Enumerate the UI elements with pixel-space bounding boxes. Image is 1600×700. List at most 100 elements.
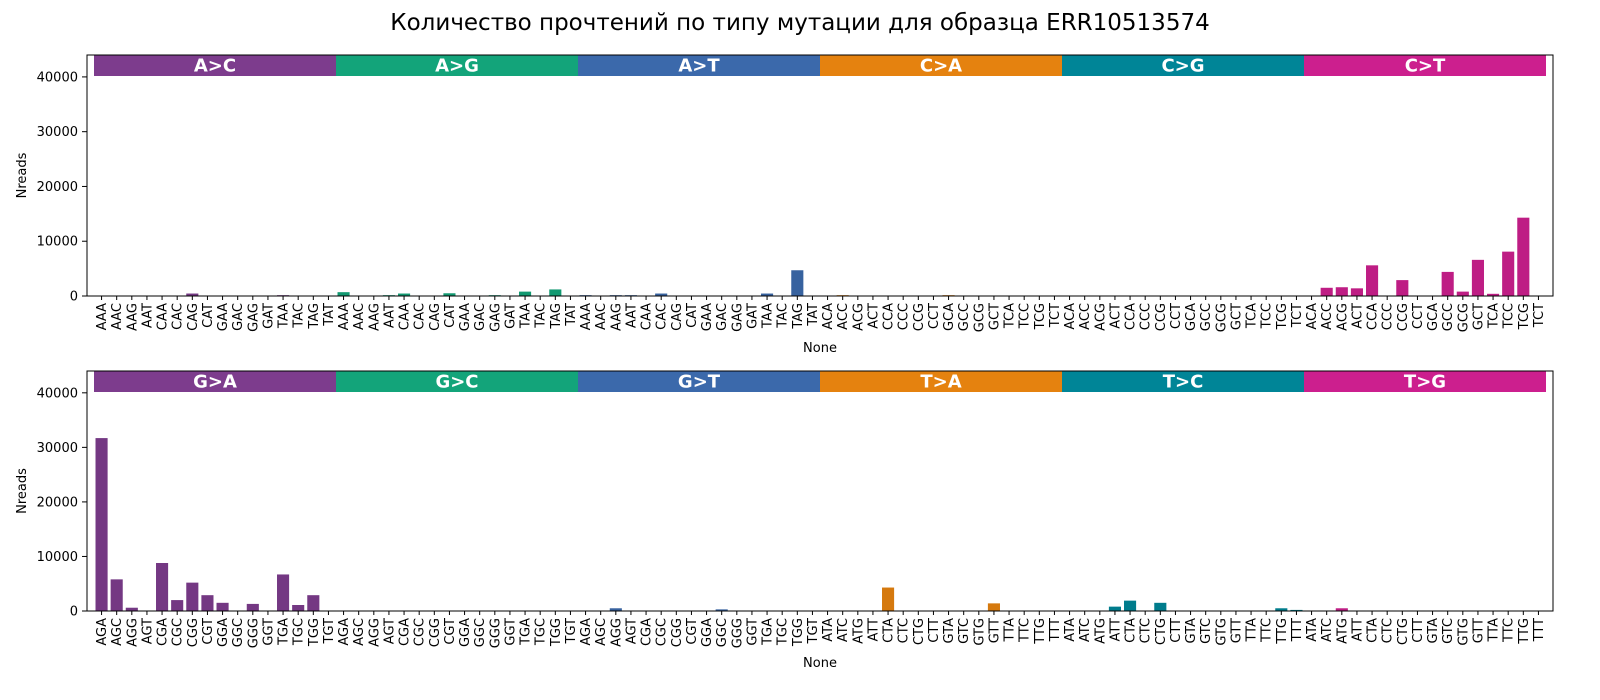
x-tick-label: AGC xyxy=(110,618,125,646)
x-tick-label: CAG xyxy=(670,303,685,331)
x-tick-label: AGC xyxy=(594,618,609,646)
x-tick-label: TCG xyxy=(1517,303,1532,330)
x-tick-label: GTC xyxy=(957,618,972,644)
bar xyxy=(549,289,562,296)
x-tick-label: ATT xyxy=(866,618,881,642)
x-tick-label: CAA xyxy=(640,303,655,330)
bar xyxy=(715,609,728,611)
x-tick-label: AGT xyxy=(382,618,397,644)
bar xyxy=(1335,608,1348,611)
x-tick-label: CCG xyxy=(912,303,927,331)
x-tick-label: TCA xyxy=(1487,303,1502,329)
group-header-band xyxy=(578,371,820,392)
x-tick-label: AAC xyxy=(352,303,367,330)
bar xyxy=(443,293,456,296)
group-header-label: G>C xyxy=(435,372,478,393)
x-tick-label: TGA xyxy=(761,618,776,646)
x-tick-label: TGT xyxy=(322,618,337,645)
x-tick-label: TGG xyxy=(791,618,806,647)
x-tick-label: CCG xyxy=(1396,303,1411,331)
x-tick-label: TGC xyxy=(534,618,549,646)
x-tick-label: GCC xyxy=(957,303,972,331)
group-header-label: A>C xyxy=(194,56,236,77)
group-header-label: T>C xyxy=(1163,372,1204,393)
x-tick-label: ATA xyxy=(1063,618,1078,642)
x-tick-label: GGG xyxy=(246,618,261,648)
x-tick-label: ATT xyxy=(1108,618,1123,642)
x-tick-label: AAG xyxy=(609,303,624,331)
x-tick-label: AGC xyxy=(352,618,367,646)
x-tick-label: ATC xyxy=(1078,618,1093,642)
bar xyxy=(292,605,305,611)
x-tick-label: TTA xyxy=(1487,618,1502,643)
x-tick-label: GCC xyxy=(1199,303,1214,331)
bar xyxy=(125,607,138,611)
bar xyxy=(337,292,350,296)
panel-1: 0 10000 20000 30000 40000 Nreads A>C A>G A>T C>A C… xyxy=(15,54,1554,356)
x-tick-label: CGA xyxy=(156,618,171,646)
x-tick-label: TGT xyxy=(564,618,579,645)
x-tick-label: ACC xyxy=(836,303,851,330)
group-header-label: A>T xyxy=(678,56,720,77)
x-tick-label: TTA xyxy=(1003,618,1018,643)
x-tick-label: CTA xyxy=(1366,618,1381,643)
x-tick-label: GTG xyxy=(1214,618,1229,646)
group-header-label: C>A xyxy=(920,56,962,77)
x-tick-label: CTT xyxy=(927,618,942,643)
x-tick-label: TAT xyxy=(564,303,579,327)
y-tick-label: 10000 xyxy=(37,235,78,250)
x-tick-label: ATG xyxy=(851,618,866,644)
group-header-label: A>G xyxy=(435,56,479,77)
bar xyxy=(110,579,123,611)
x-tick-label: CGT xyxy=(443,618,458,645)
x-tick-label: GTT xyxy=(1229,618,1244,643)
x-tick-label: TGT xyxy=(806,618,821,645)
x-tick-label: GGC xyxy=(231,618,246,647)
x-tick-label: CCA xyxy=(1366,303,1381,330)
x-tick-label: GGG xyxy=(488,618,503,648)
x-tick-label: CAC xyxy=(655,303,670,330)
x-tick-label: TAA xyxy=(519,303,534,329)
y-axis-label: Nreads xyxy=(15,468,30,514)
x-tick-label: TGC xyxy=(776,618,791,646)
bar xyxy=(1502,251,1515,296)
x-tick-label: TCG xyxy=(1033,303,1048,330)
x-tick-label: GAA xyxy=(700,303,715,331)
x-tick-label: CTC xyxy=(1381,618,1396,643)
x-tick-label: GAC xyxy=(231,303,246,331)
x-tick-label: AGA xyxy=(337,618,352,646)
x-tick-label: AGG xyxy=(367,618,382,647)
x-tick-label: CAA xyxy=(398,303,413,330)
x-tick-label: GGT xyxy=(745,618,760,646)
x-tick-label: ACG xyxy=(851,303,866,331)
x-tick-label: GTG xyxy=(1456,618,1471,646)
x-tick-label: ATG xyxy=(1093,618,1108,644)
group-header-band xyxy=(94,55,336,76)
y-tick-label: 20000 xyxy=(37,180,78,195)
x-tick-label: CTC xyxy=(897,618,912,643)
x-tick-label: TTT xyxy=(1532,618,1547,642)
x-tick-label: GTG xyxy=(972,618,987,646)
x-tick-label: GGA xyxy=(700,618,715,647)
x-tick-label: GGC xyxy=(715,618,730,647)
x-axis-label: None xyxy=(803,656,837,671)
x-tick-label: ACG xyxy=(1093,303,1108,331)
x-tick-label: CTA xyxy=(882,618,897,643)
x-tick-label: ATA xyxy=(821,618,836,642)
x-tick-label: ATA xyxy=(1305,618,1320,642)
x-tick-label: GAC xyxy=(715,303,730,331)
x-tick-label: AGA xyxy=(579,618,594,646)
x-tick-label: ATT xyxy=(1350,618,1365,642)
x-tick-label: CAG xyxy=(428,303,443,331)
bar xyxy=(398,293,411,296)
y-tick-label: 30000 xyxy=(37,441,78,456)
x-tick-label: ACC xyxy=(1320,303,1335,330)
y-tick-label: 40000 xyxy=(37,70,78,85)
x-tick-label: CCC xyxy=(1139,303,1154,330)
x-tick-label: AGA xyxy=(95,618,110,646)
y-tick-label: 20000 xyxy=(37,495,78,510)
x-tick-label: AGG xyxy=(609,618,624,647)
group-header-label: C>T xyxy=(1405,56,1446,77)
group-header-band xyxy=(94,371,336,392)
x-tick-label: GCA xyxy=(942,303,957,331)
